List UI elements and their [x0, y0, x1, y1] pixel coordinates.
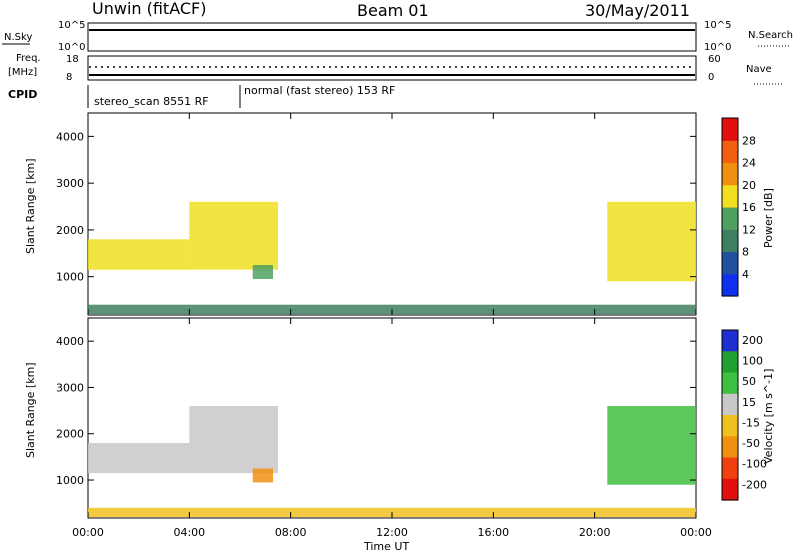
velocity-colorbar-swatch	[722, 478, 738, 501]
velocity-region-3	[607, 406, 696, 485]
velocity-colorbar: 200 100 50 15 -15 -50 -100 -200	[721, 329, 767, 501]
velocity-colorbar-swatch	[722, 393, 738, 416]
velocity-colorbar-label: Velocity [m s^-1]	[762, 369, 775, 464]
velocity-colorbar-tick: -100	[742, 458, 767, 471]
freq-panel-frame	[87, 55, 697, 81]
nsearch-label: N.Search	[748, 30, 793, 41]
power-region-0	[88, 239, 190, 270]
nsky-label: N.Sky	[4, 32, 32, 43]
velocity-colorbar-tick: 50	[742, 375, 756, 388]
power-colorbar-swatch	[722, 207, 738, 230]
power-colorbar-label: Power [dB]	[762, 188, 775, 248]
power-colorbar-tick: 8	[742, 246, 749, 259]
power-colorbar-frame	[721, 117, 739, 297]
power-y-ticks: 1000 2000 3000 4000	[56, 130, 696, 284]
nsearch-tick-top: 10^5	[704, 20, 731, 31]
power-colorbar: 4 8 12 16 20 24 28	[721, 117, 756, 297]
power-colorbar-swatch	[722, 229, 738, 253]
nave-label: Nave	[746, 64, 772, 75]
velocity-colorbar-frame	[721, 329, 739, 501]
nsky-tick-top: 10^5	[58, 20, 85, 31]
power-colorbar-swatch	[722, 273, 738, 297]
y-tick-label: 1000	[56, 474, 84, 487]
beam-title: Beam 01	[357, 1, 429, 20]
velocity-colorbar-swatch	[722, 436, 738, 459]
velocity-panel-frame	[87, 317, 697, 519]
cpid-label: CPID	[8, 88, 37, 101]
power-colorbar-swatch	[722, 251, 738, 275]
power-colorbar-tick: 24	[742, 157, 756, 170]
power-colorbar-swatch	[722, 140, 738, 164]
velocity-colorbar-tick: 15	[742, 396, 756, 409]
velocity-colorbar-tick: -50	[742, 437, 760, 450]
power-colorbar-tick: 16	[742, 201, 756, 214]
y-tick-label: 3000	[56, 381, 84, 394]
nsky-tick-bottom: 10^0	[58, 42, 85, 53]
power-region-3	[607, 201, 696, 282]
x-tick-label: 00:00	[72, 526, 104, 539]
station-title: Unwin (fitACF)	[92, 0, 206, 18]
power-region-1	[189, 201, 278, 270]
cpid-segment-2: normal (fast stereo) 153 RF	[244, 84, 395, 97]
velocity-colorbar-tick: 100	[742, 355, 763, 368]
cpid-segment-1: stereo_scan 8551 RF	[94, 95, 209, 108]
velocity-region-0	[88, 443, 190, 474]
velocity-plot	[88, 406, 696, 518]
power-colorbar-tick: 20	[742, 179, 756, 192]
freq-label-1: Freq.	[16, 53, 41, 64]
x-axis-label: Time UT	[363, 540, 409, 553]
freq-tick-bottom: 8	[66, 72, 72, 83]
power-colorbar-swatch	[722, 162, 738, 186]
y-tick-label: 4000	[56, 130, 84, 143]
power-plot	[88, 201, 696, 315]
velocity-y-axis-label: Slant Range [km]	[24, 362, 37, 458]
x-tick-label: 04:00	[173, 526, 205, 539]
nsearch-tick-bottom: 10^0	[704, 42, 731, 53]
freq-label-2: [MHz]	[8, 67, 37, 78]
velocity-region-2	[252, 468, 273, 483]
nave-tick-top: 60	[708, 54, 721, 65]
x-tick-label: 12:00	[376, 526, 408, 539]
velocity-colorbar-swatch	[722, 351, 738, 374]
power-region-2	[252, 265, 273, 279]
x-tick-label: 16:00	[477, 526, 509, 539]
y-tick-label: 3000	[56, 177, 84, 190]
velocity-colorbar-swatch	[722, 457, 738, 480]
velocity-colorbar-swatch	[722, 372, 738, 395]
power-colorbar-tick: 28	[742, 134, 756, 147]
x-tick-label: 08:00	[275, 526, 307, 539]
y-tick-label: 4000	[56, 335, 84, 348]
velocity-region-1	[189, 406, 278, 474]
power-colorbar-tick: 4	[742, 268, 749, 281]
velocity-colorbar-tick: -15	[742, 416, 760, 429]
y-tick-label: 1000	[56, 271, 84, 284]
date-title: 30/May/2011	[585, 1, 690, 20]
power-panel-frame	[87, 112, 697, 316]
power-colorbar-swatch	[722, 184, 738, 208]
freq-tick-top: 18	[66, 54, 79, 65]
x-tick-label: 20:00	[579, 526, 611, 539]
velocity-y-ticks: 1000 2000 3000 4000	[56, 335, 696, 487]
power-colorbar-tick: 12	[742, 223, 756, 236]
y-tick-label: 2000	[56, 224, 84, 237]
power-colorbar-swatch	[722, 118, 738, 141]
power-y-axis-label: Slant Range [km]	[24, 158, 37, 254]
y-tick-label: 2000	[56, 428, 84, 441]
nave-tick-bottom: 0	[708, 72, 714, 83]
x-ticks: 00:00 04:00 08:00 12:00 16:00 20:00 00:00	[72, 113, 712, 539]
x-tick-label: 00:00	[680, 526, 712, 539]
velocity-colorbar-swatch	[722, 415, 738, 437]
velocity-colorbar-swatch	[722, 330, 738, 352]
nsky-panel-frame	[87, 22, 697, 52]
velocity-colorbar-tick: 200	[742, 334, 763, 347]
velocity-colorbar-tick: -200	[742, 478, 767, 491]
